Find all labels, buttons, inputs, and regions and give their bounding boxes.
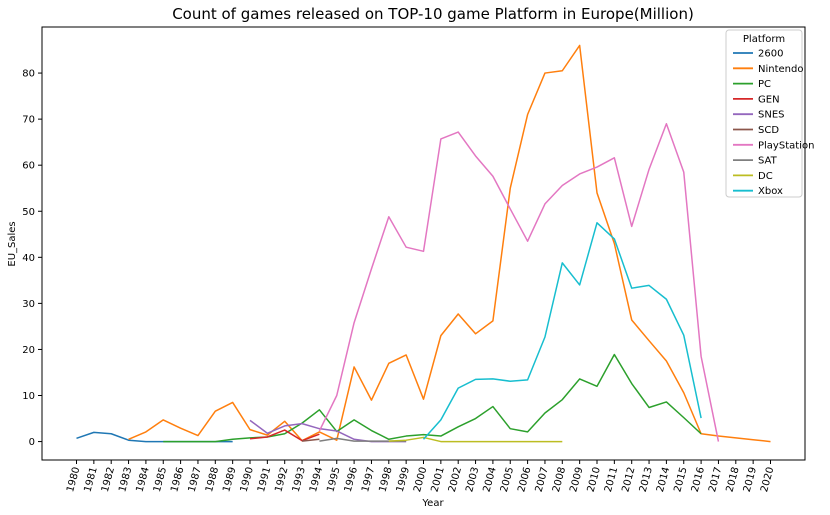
x-tick-label: 1986 xyxy=(169,466,186,493)
x-tick-label: 2020 xyxy=(759,466,776,493)
legend-label-gen: GEN xyxy=(758,94,780,105)
x-tick-label: 2014 xyxy=(655,466,672,493)
series-line-scd xyxy=(301,438,320,442)
series-line-xbox xyxy=(422,222,702,440)
x-tick-label: 1981 xyxy=(83,466,100,493)
x-tick-label: 2006 xyxy=(516,466,533,493)
x-tick-label: 2002 xyxy=(447,466,464,493)
series-line-2600 xyxy=(76,431,233,443)
x-tick-label: 2015 xyxy=(672,466,689,493)
legend-label-2600: 2600 xyxy=(758,49,783,60)
legend-label-sat: SAT xyxy=(758,156,778,167)
y-tick-label: 60 xyxy=(22,161,35,172)
x-tick-label: 2000 xyxy=(412,466,429,493)
x-axis-label: Year xyxy=(421,498,444,509)
legend-label-snes: SNES xyxy=(758,110,785,121)
x-tick-label: 1988 xyxy=(204,466,221,493)
x-tick-label: 2001 xyxy=(430,466,447,493)
legend-items: 2600 Nintendo PC GEN SNES SCD PlayStation SAT DC… xyxy=(733,49,814,197)
series-line-dc xyxy=(388,436,563,443)
legend-box xyxy=(725,29,803,198)
x-tick-label: 1994 xyxy=(308,466,325,493)
y-tick-label: 20 xyxy=(22,345,35,356)
x-tick-label: 1991 xyxy=(256,466,273,493)
x-tick-label: 1990 xyxy=(239,466,256,493)
x-tick-label: 1984 xyxy=(135,466,152,493)
x-tick-label: 2012 xyxy=(620,466,637,493)
legend-label-xbox: Xbox xyxy=(758,186,783,197)
x-tick-label: 1998 xyxy=(377,466,394,493)
legend-title: Platform xyxy=(743,34,785,45)
x-tick-label: 2016 xyxy=(690,466,707,493)
x-tick-label: 1995 xyxy=(325,466,342,493)
y-axis-label: EU_Sales xyxy=(7,221,18,266)
x-tick-label: 1992 xyxy=(273,466,290,493)
legend-label-playstation: PlayStation xyxy=(758,140,814,151)
x-tick-label: 1983 xyxy=(117,466,134,493)
y-axis: 0 10 20 30 40 50 60 70 80 xyxy=(22,69,42,448)
series-line-snes xyxy=(249,419,407,443)
x-tick-label: 1989 xyxy=(221,466,238,493)
x-tick-label: 2007 xyxy=(534,466,551,493)
x-tick-label: 1996 xyxy=(343,466,360,493)
chart-title: Count of games released on TOP-10 game P… xyxy=(172,5,694,23)
legend-label-scd: SCD xyxy=(758,125,779,136)
x-tick-label: 2013 xyxy=(638,466,655,493)
y-tick-label: 80 xyxy=(22,69,35,80)
x-tick-label: 1987 xyxy=(187,466,204,493)
y-tick-label: 70 xyxy=(22,115,35,126)
x-axis: 1980 1981 1982 1983 1984 1985 1986 1987 1988 1989… xyxy=(65,460,776,493)
x-tick-label: 2011 xyxy=(603,466,620,493)
x-tick-label: 1982 xyxy=(100,466,117,493)
series-line-playstation xyxy=(318,122,720,442)
series-layer xyxy=(76,44,771,443)
x-tick-label: 2008 xyxy=(551,466,568,493)
legend-label-dc: DC xyxy=(758,171,773,182)
x-tick-label: 2005 xyxy=(499,466,516,493)
legend-label-pc: PC xyxy=(758,79,771,90)
legend: Platform 2600 Nintendo PC GEN SNES SCD PlaySta… xyxy=(725,29,814,198)
series-line-gen xyxy=(249,429,320,442)
y-tick-label: 10 xyxy=(22,391,35,402)
series-line-nintendo xyxy=(128,44,771,443)
legend-label-nintendo: Nintendo xyxy=(758,64,803,75)
x-tick-label: 2017 xyxy=(707,466,724,493)
series-line-pc xyxy=(163,353,702,443)
x-tick-label: 2004 xyxy=(482,466,499,493)
x-tick-label: 2019 xyxy=(742,466,759,493)
x-tick-label: 1997 xyxy=(360,466,377,493)
x-tick-label: 2003 xyxy=(464,466,481,493)
y-tick-label: 0 xyxy=(29,437,35,448)
x-tick-label: 1985 xyxy=(152,466,169,493)
x-tick-label: 1980 xyxy=(65,466,82,493)
x-tick-label: 2018 xyxy=(724,466,741,493)
x-tick-label: 1993 xyxy=(291,466,308,493)
x-tick-label: 2009 xyxy=(568,466,585,493)
x-tick-label: 2010 xyxy=(586,466,603,493)
x-tick-label: 1999 xyxy=(395,466,412,493)
y-tick-label: 30 xyxy=(22,299,35,310)
y-tick-label: 40 xyxy=(22,253,35,264)
y-tick-label: 50 xyxy=(22,207,35,218)
